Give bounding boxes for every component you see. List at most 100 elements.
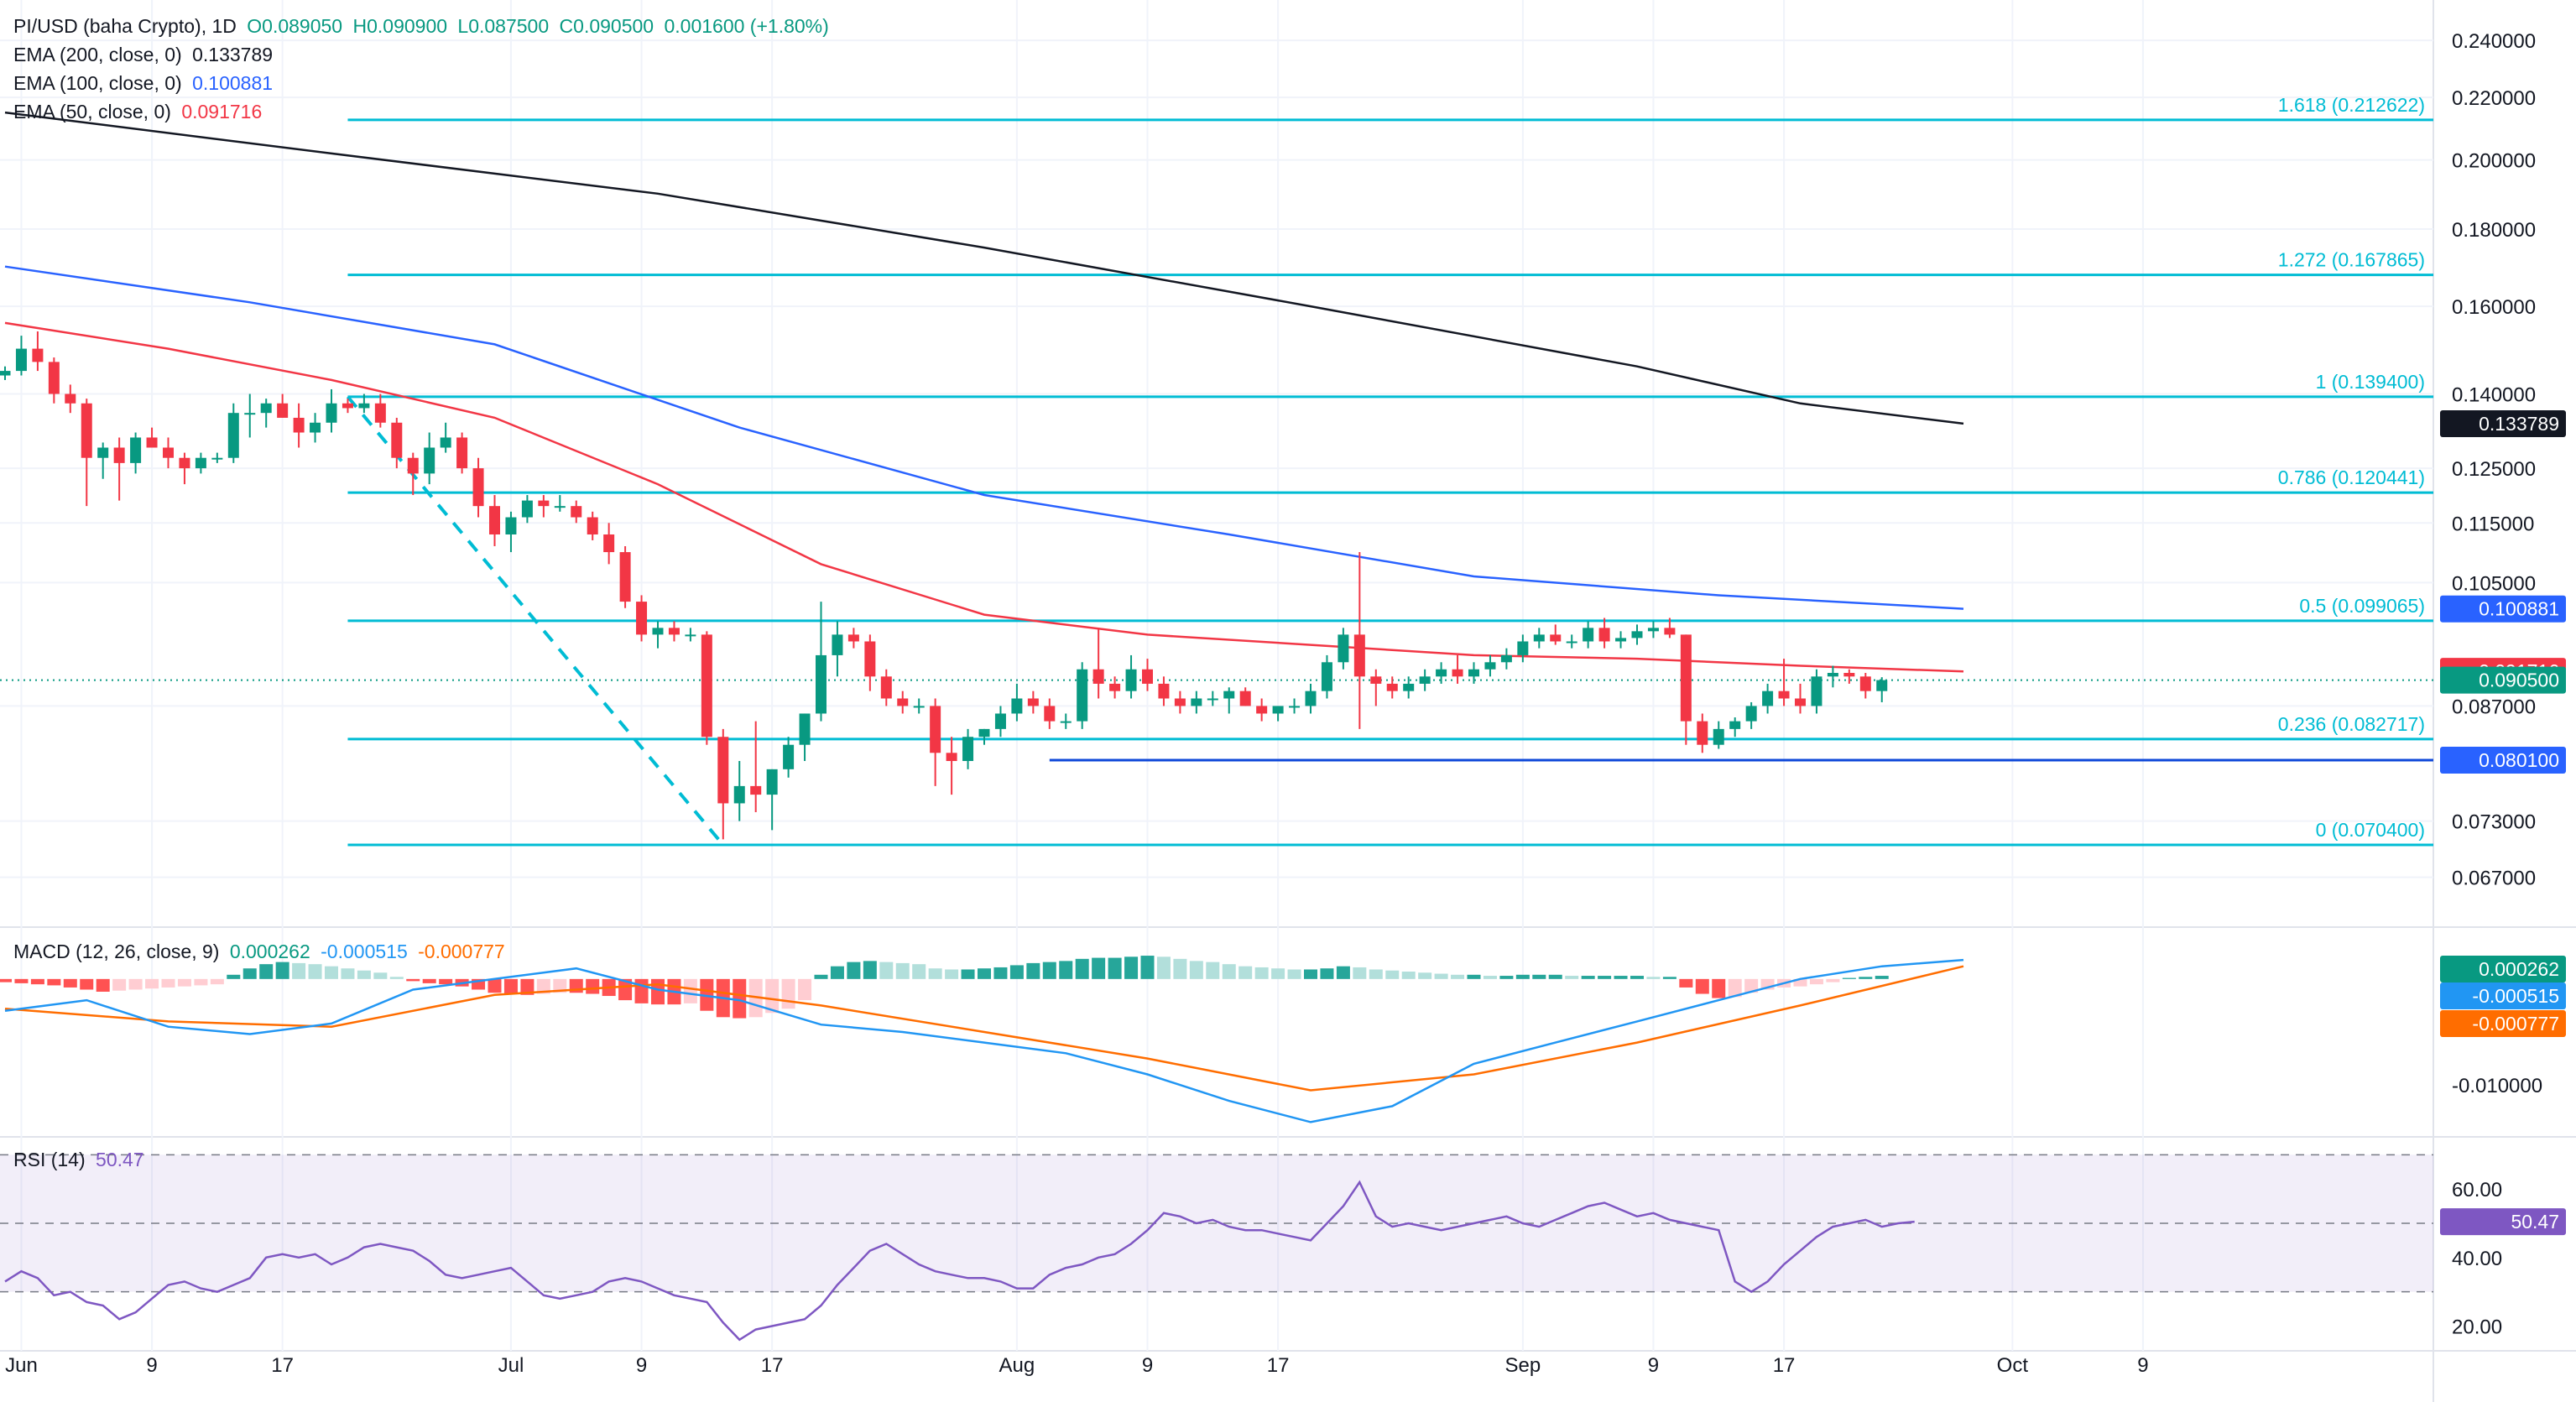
candle <box>424 432 435 485</box>
candle <box>211 452 223 463</box>
candle-body <box>946 753 957 762</box>
fib-level-label: 1.272 (0.167865) <box>2278 249 2425 271</box>
candle <box>1353 552 1365 729</box>
candle-body <box>571 506 582 518</box>
rsi-pane[interactable] <box>0 1154 2433 1342</box>
macd-histogram-bar <box>733 978 747 1019</box>
macd-histogram-bar <box>1434 973 1448 979</box>
macd-histogram-bar <box>847 962 861 979</box>
fib-level-label: 1.618 (0.212622) <box>2278 94 2425 116</box>
macd-histogram-bar <box>177 978 191 987</box>
x-tick-label: Sep <box>1504 1354 1541 1377</box>
candle <box>472 457 484 518</box>
candle-body <box>750 785 762 795</box>
macd-pane[interactable] <box>0 956 1964 1123</box>
ema100-legend[interactable]: EMA (100, close, 0) 0.100881 <box>13 72 278 95</box>
candle-body <box>1452 669 1463 677</box>
candle <box>636 595 648 642</box>
macd-histogram-bar <box>1679 978 1693 988</box>
candle <box>1550 624 1562 645</box>
macd-histogram-bar <box>30 978 44 985</box>
candle-body <box>783 744 795 769</box>
fib-level-label: 0 (0.070400) <box>2316 819 2425 841</box>
candle <box>750 721 762 812</box>
macd-histogram-bar <box>830 966 844 979</box>
macd-histogram-bar <box>210 978 224 985</box>
candle <box>587 511 598 540</box>
candle-body <box>1403 683 1415 691</box>
candle-body <box>1664 628 1676 635</box>
candle <box>668 621 680 642</box>
change-value: 0.001600 (+1.80%) <box>664 15 829 37</box>
price-badge: 0.080100 <box>2440 747 2566 774</box>
ema50-legend[interactable]: EMA (50, close, 0) 0.091716 <box>13 101 267 123</box>
ema200-label: EMA (200, close, 0) <box>13 44 182 65</box>
macd-histogram-bar <box>503 978 518 994</box>
macd-histogram-bar <box>259 964 274 979</box>
candle-body <box>1289 706 1301 708</box>
candle-body <box>326 403 337 423</box>
rsi-badge-bg <box>2440 1208 2566 1236</box>
candle <box>1468 662 1479 684</box>
rsi-legend[interactable]: RSI (14) 50.47 <box>13 1149 149 1171</box>
candle <box>1142 659 1153 691</box>
open-value: O0.089050 <box>247 15 343 37</box>
macd-badge-bg <box>2440 1010 2566 1037</box>
price-tick-label: 0.125000 <box>2452 458 2536 481</box>
macd-legend[interactable]: MACD (12, 26, close, 9) 0.000262 -0.0005… <box>13 941 510 963</box>
macd-histogram-bar <box>1581 976 1595 979</box>
price-badge-text: 0.080100 <box>2479 749 2559 771</box>
symbol-title[interactable]: PI/USD (baha Crypto), 1D <box>13 15 237 37</box>
macd-histogram-bar <box>242 968 257 979</box>
candle <box>195 452 206 474</box>
rsi-value: 50.47 <box>96 1149 144 1170</box>
macd-histogram-bar <box>895 962 910 979</box>
candle-body <box>619 552 631 602</box>
macd-histogram-bar <box>765 978 780 1014</box>
macd-histogram-bar <box>357 970 371 979</box>
candle <box>1239 687 1251 706</box>
macd-histogram-bar <box>1369 969 1383 979</box>
candle <box>717 728 729 840</box>
candle <box>260 399 272 428</box>
rsi-line <box>4 1180 1915 1342</box>
candle-body <box>1615 638 1627 642</box>
candle <box>1272 706 1284 722</box>
candle-body <box>1338 634 1349 663</box>
macd-badge-text: -0.000777 <box>2472 1013 2559 1035</box>
macd-histogram-bar <box>80 978 94 990</box>
macd-histogram-bar <box>1451 974 1465 979</box>
price-badge-bg <box>2440 595 2566 623</box>
price-tick-label: 0.180000 <box>2452 219 2536 242</box>
candle <box>97 442 109 479</box>
macd-histogram-bar <box>227 974 241 979</box>
macd-histogram-bar <box>194 978 208 986</box>
ema100-value: 0.100881 <box>192 72 274 94</box>
candle-body <box>374 403 386 423</box>
macd-histogram-bar <box>1467 974 1481 979</box>
candle <box>733 761 745 821</box>
macd-histogram-bar <box>406 978 420 982</box>
candle-body <box>1305 691 1317 706</box>
candle <box>685 628 696 642</box>
price-pane[interactable]: 0 (0.070400) 0.236 (0.082717) 0.5 (0.09906… <box>0 94 2433 847</box>
macd-signal-value: -0.000777 <box>418 941 505 962</box>
x-tick-label: 9 <box>636 1354 647 1377</box>
macd-histogram-bar <box>536 978 550 994</box>
candle-body <box>163 447 174 458</box>
candle <box>1419 669 1431 691</box>
candle <box>1174 691 1186 714</box>
candle-body <box>1436 669 1447 677</box>
candle-body <box>244 413 256 415</box>
macd-histogram-bar <box>96 978 110 992</box>
macd-histogram-bar <box>161 978 175 988</box>
ema200-legend[interactable]: EMA (200, close, 0) 0.133789 <box>13 44 278 66</box>
candle <box>1207 691 1218 706</box>
symbol-legend[interactable]: PI/USD (baha Crypto), 1D O0.089050 H0.09… <box>13 15 834 38</box>
candle-body <box>1419 676 1431 684</box>
macd-histogram-bar <box>1222 964 1236 979</box>
candle-body <box>1353 634 1365 677</box>
